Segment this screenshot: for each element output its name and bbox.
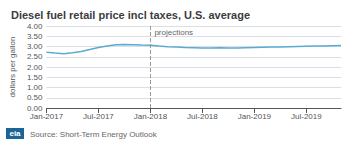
svg-text:Source: Short-Term Energy Outl: Source: Short-Term Energy Outlook (30, 130, 158, 139)
svg-text:eia: eia (9, 129, 21, 138)
svg-text:0.50: 0.50 (27, 93, 43, 102)
svg-text:Jan-2019: Jan-2019 (238, 112, 272, 121)
svg-text:Jul-2019: Jul-2019 (291, 112, 322, 121)
svg-text:Jul-2017: Jul-2017 (83, 112, 114, 121)
svg-text:Diesel fuel retail price incl: Diesel fuel retail price incl taxes, U.S… (11, 9, 250, 21)
svg-text:1.00: 1.00 (27, 83, 43, 92)
svg-text:Jan-2018: Jan-2018 (134, 112, 168, 121)
svg-text:3.50: 3.50 (27, 32, 43, 41)
svg-text:projections: projections (154, 28, 193, 37)
svg-text:0.00: 0.00 (26, 103, 43, 113)
svg-text:2.00: 2.00 (27, 63, 43, 72)
svg-text:Jul-2018: Jul-2018 (187, 112, 218, 121)
svg-text:dollars per gallon: dollars per gallon (8, 37, 17, 98)
svg-text:1.50: 1.50 (27, 73, 43, 82)
svg-text:4.00: 4.00 (27, 22, 43, 31)
svg-text:Jan-2017: Jan-2017 (30, 112, 64, 121)
svg-text:2.50: 2.50 (27, 52, 43, 61)
svg-text:3.00: 3.00 (27, 42, 43, 51)
